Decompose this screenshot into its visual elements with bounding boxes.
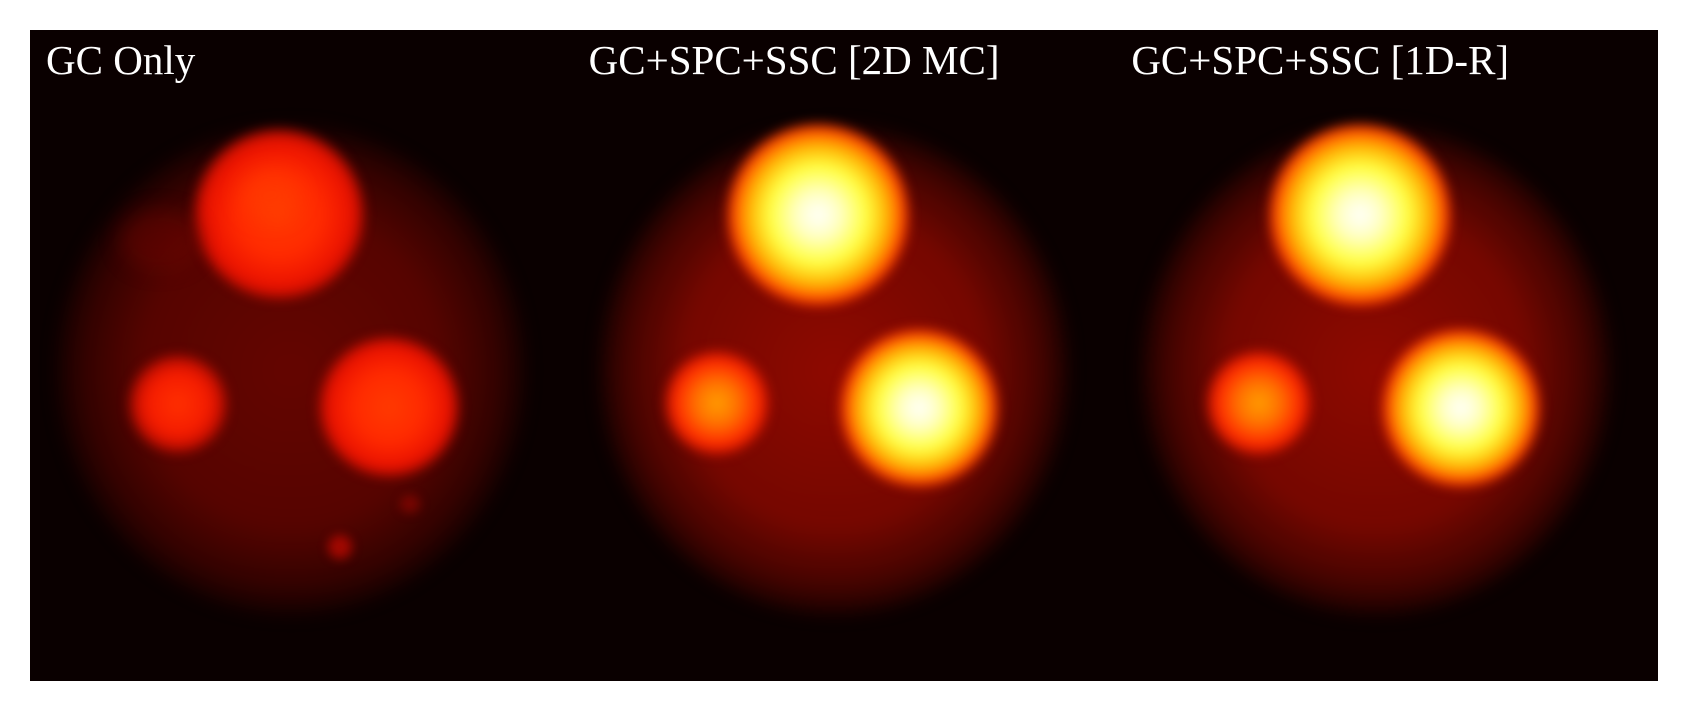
panel-gc-spc-ssc-2d-mc: GC+SPC+SSC [2D MC]	[572, 30, 1116, 681]
large-sphere-top	[1270, 125, 1451, 305]
panel-title: GC+SPC+SSC [1D-R]	[1131, 37, 1510, 83]
noise-blotch	[120, 210, 200, 270]
large-sphere-top-inhomogeneity	[240, 170, 300, 220]
panel-title: GC Only	[46, 37, 196, 83]
large-sphere-right	[840, 330, 997, 486]
large-sphere-right	[1383, 330, 1540, 486]
panel-gc-spc-ssc-1d-r: GC+SPC+SSC [1D-R]	[1115, 30, 1658, 681]
noise-speck	[400, 495, 420, 513]
small-sphere-left	[1208, 352, 1311, 454]
reconstruction-comparison-figure: GC Only GC+SPC+SSC [2D MC] GC+SPC+SSC [1…	[30, 30, 1658, 681]
small-sphere-left	[665, 352, 768, 454]
noise-speck	[328, 535, 352, 559]
large-sphere-top	[195, 130, 363, 298]
panel-gc-only: GC Only	[30, 30, 573, 681]
small-sphere-left	[130, 356, 226, 452]
large-sphere-right	[320, 338, 458, 476]
large-sphere-top	[727, 125, 908, 305]
panel-title: GC+SPC+SSC [2D MC]	[588, 37, 1000, 83]
